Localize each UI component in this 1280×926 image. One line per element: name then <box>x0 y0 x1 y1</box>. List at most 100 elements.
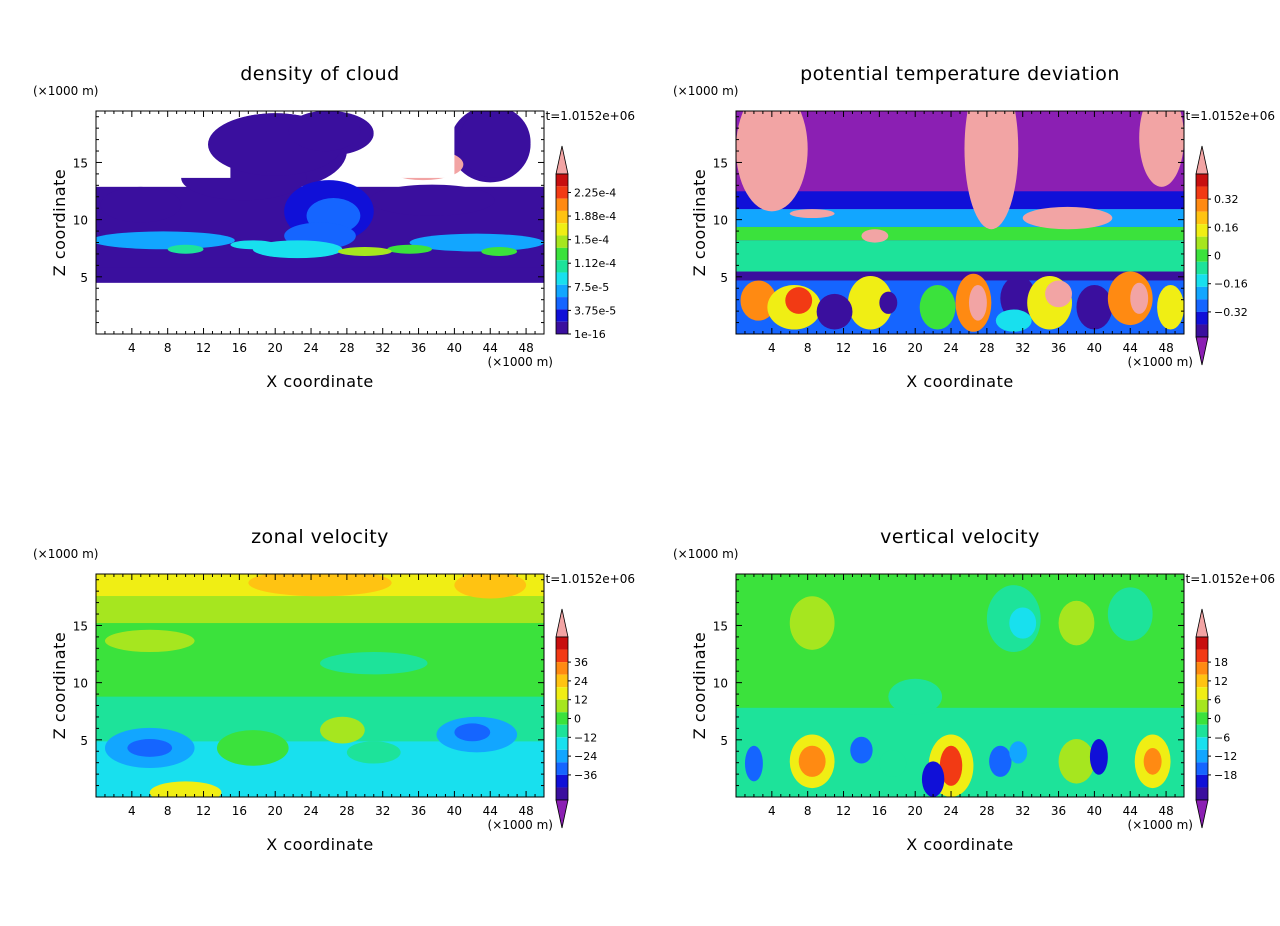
contour-field <box>736 111 1184 334</box>
colorbar-bin <box>1196 662 1208 675</box>
colorbar-label: 1.88e-4 <box>574 210 616 223</box>
colorbar-bin <box>556 223 568 236</box>
field-contour-10 <box>409 233 544 252</box>
colorbar-label: 0 <box>574 713 581 726</box>
colorbar-label: 36 <box>574 656 588 669</box>
field-contour-10 <box>1058 739 1095 784</box>
x-tick-label: 32 <box>1015 341 1030 355</box>
colorbar-label: −18 <box>1214 769 1237 782</box>
field-contour-19 <box>1130 282 1149 314</box>
field-contour-14 <box>1000 276 1037 321</box>
x-tick-label: 48 <box>518 804 533 818</box>
colorbar-bin <box>1196 749 1208 763</box>
field-contour-14 <box>167 244 204 254</box>
y-tick-label: 5 <box>80 271 88 285</box>
y-axis-label: Z coordinate <box>690 169 709 276</box>
colorbar-bin <box>1196 261 1208 275</box>
field-contour-9 <box>939 745 963 786</box>
field-contour-9 <box>96 231 235 250</box>
field-contour-12 <box>1143 747 1162 775</box>
y-tick-label: 15 <box>713 619 728 633</box>
colorbar-bin <box>556 210 568 224</box>
colorbar-bin <box>1196 787 1208 800</box>
colorbar-top-arrow <box>555 608 569 638</box>
colorbar-bin <box>556 687 568 700</box>
colorbar-bin <box>556 235 568 248</box>
y-tick-label: 10 <box>713 677 728 691</box>
x-tick-label: 28 <box>979 341 994 355</box>
y-axis-label: Z coordinate <box>50 632 69 739</box>
colorbar-bin <box>556 260 568 273</box>
x-tick-label: 32 <box>1015 804 1030 818</box>
colorbar-label: 7.5e-5 <box>574 281 609 294</box>
contour-chart: density of cloud(×1000 m)t=1.0152e+064 8 1… <box>33 63 635 391</box>
x-tick-label: 36 <box>1051 804 1066 818</box>
field-contour-4 <box>1058 600 1095 646</box>
colorbar-bin <box>1196 286 1208 300</box>
field-contour-16 <box>337 247 392 256</box>
field-contour-7 <box>798 745 826 777</box>
contour-field <box>736 574 1184 797</box>
time-label: t=1.0152e+06 <box>1186 109 1275 123</box>
colorbar-label: −6 <box>1214 731 1230 744</box>
colorbar-bin <box>1196 649 1208 663</box>
colorbar-bottom-arrow <box>1195 336 1209 366</box>
colorbar: 0.32 0.16 0 −0.16 −0.32 <box>1195 145 1248 366</box>
field-contour-5 <box>888 678 943 715</box>
x-axis-label: X coordinate <box>266 372 373 391</box>
colorbar-bin <box>556 174 568 187</box>
x-tick-label: 28 <box>339 341 354 355</box>
colorbar-label: 2.25e-4 <box>574 186 616 199</box>
x-tick-label: 16 <box>872 341 887 355</box>
x-tick-label: 32 <box>375 804 390 818</box>
colorbar-bin <box>1196 174 1208 187</box>
x-unit-label: (×1000 m) <box>1128 818 1193 832</box>
field-contour-11 <box>919 284 956 330</box>
contour-chart: zonal velocity(×1000 m)t=1.0152e+064 8 12 1… <box>33 526 635 854</box>
colorbar-label: −0.32 <box>1214 306 1248 319</box>
colorbar-bin <box>556 699 568 713</box>
field-clear-lower <box>96 284 544 334</box>
field-band-4 <box>736 240 1184 272</box>
x-axis-label: X coordinate <box>906 835 1013 854</box>
y-tick-label: 15 <box>713 156 728 170</box>
x-tick-label: 12 <box>196 341 211 355</box>
colorbar: 36 24 12 0 −12 −24 −36 <box>555 608 597 829</box>
field-band-5 <box>736 271 1184 281</box>
field-contour-5 <box>369 184 495 216</box>
chart-title: zonal velocity <box>251 526 389 548</box>
y-axis-label: Z coordinate <box>690 632 709 739</box>
colorbar-bin <box>556 272 568 285</box>
colorbar-bin <box>1196 712 1208 725</box>
x-tick-label: 12 <box>196 804 211 818</box>
x-tick-label: 16 <box>232 804 247 818</box>
x-tick-label: 4 <box>128 804 136 818</box>
colorbar-label: 18 <box>1214 656 1228 669</box>
field-contour-11 <box>252 240 343 259</box>
colorbar-bin <box>1196 637 1208 650</box>
colorbar-label: 0 <box>1214 250 1221 263</box>
field-contour-5 <box>127 739 173 757</box>
colorbar-bin <box>556 737 568 750</box>
colorbar-bin <box>1196 774 1208 788</box>
colorbar-label: 0.32 <box>1214 193 1239 206</box>
x-tick-label: 40 <box>1087 804 1102 818</box>
x-tick-label: 8 <box>164 804 172 818</box>
field-contour-9 <box>320 716 365 744</box>
field-band-3 <box>736 226 1184 241</box>
colorbar-bin <box>1196 249 1208 262</box>
x-tick-label: 20 <box>268 341 283 355</box>
field-band-1 <box>736 191 1184 210</box>
panel-density-of-cloud: density of cloud (×1000 m) t=1.0152e+06 4 8 1… <box>0 0 640 463</box>
field-contour-15 <box>230 240 276 250</box>
x-tick-label: 36 <box>411 341 426 355</box>
field-contour-16 <box>989 745 1012 777</box>
colorbar-label: 1.12e-4 <box>574 257 616 270</box>
x-tick-label: 28 <box>979 804 994 818</box>
colorbar-label: −12 <box>574 731 597 744</box>
colorbar-label: 0 <box>1214 713 1221 726</box>
y-tick-label: 10 <box>713 214 728 228</box>
x-tick-label: 8 <box>164 341 172 355</box>
colorbar-bin <box>556 321 568 334</box>
colorbar-bin <box>556 309 568 322</box>
